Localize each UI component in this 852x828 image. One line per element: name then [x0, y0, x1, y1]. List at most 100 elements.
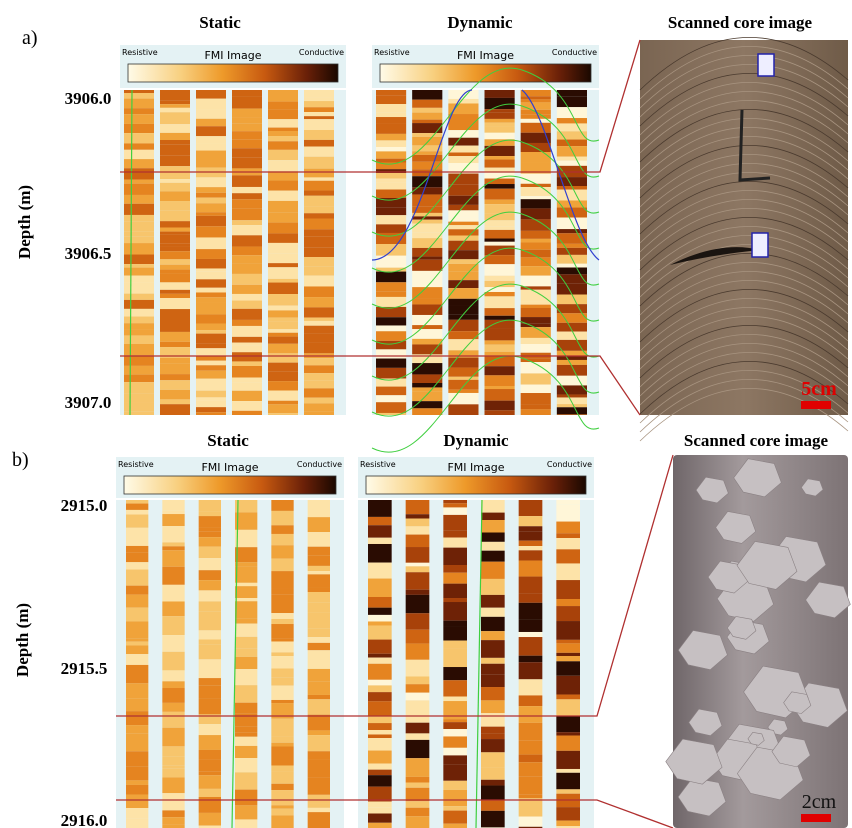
log-band — [308, 643, 330, 650]
log-band — [448, 299, 478, 305]
log-band — [368, 692, 392, 701]
log-band — [199, 580, 221, 590]
log-band — [308, 682, 330, 695]
log-band — [160, 342, 190, 347]
log-band — [376, 387, 406, 396]
log-band — [268, 363, 298, 372]
log-band — [556, 643, 580, 652]
log-band — [271, 668, 293, 677]
log-band — [124, 221, 154, 232]
log-band — [308, 500, 330, 517]
log-band — [124, 232, 154, 236]
log-band — [412, 339, 442, 345]
log-band — [485, 227, 515, 230]
log-band — [271, 589, 293, 595]
log-band — [304, 107, 334, 112]
log-band — [557, 118, 587, 123]
log-band — [304, 398, 334, 404]
log-band — [481, 664, 505, 675]
log-band — [485, 160, 515, 168]
log-band — [519, 603, 543, 620]
log-band — [481, 734, 505, 739]
log-band — [160, 363, 190, 374]
log-band — [268, 128, 298, 131]
log-band — [485, 276, 515, 281]
log-band — [196, 365, 226, 370]
log-band — [485, 345, 515, 352]
log-band — [124, 403, 154, 411]
log-band — [199, 558, 221, 570]
log-band — [519, 637, 543, 656]
log-band — [443, 598, 467, 602]
log-band — [412, 133, 442, 137]
log-band — [268, 413, 298, 415]
log-band — [485, 200, 515, 204]
log-band — [521, 239, 551, 243]
log-band — [196, 391, 226, 398]
log-band — [199, 601, 221, 611]
log-band — [412, 260, 442, 271]
log-band — [196, 330, 226, 334]
log-band — [485, 184, 515, 189]
log-band — [448, 320, 478, 331]
log-band — [199, 516, 221, 527]
colorbar-right: Conductive — [547, 460, 592, 469]
log-band — [448, 390, 478, 393]
log-band — [368, 734, 392, 738]
log-band — [162, 550, 184, 566]
log-band — [308, 532, 330, 547]
log-band — [443, 515, 467, 531]
log-band — [199, 685, 221, 698]
log-band — [235, 758, 257, 772]
log-band — [556, 522, 580, 534]
log-band — [481, 631, 505, 640]
log-band — [162, 777, 184, 793]
log-band — [521, 373, 551, 384]
log-band — [557, 229, 587, 233]
log-band — [235, 598, 257, 601]
log-band — [199, 775, 221, 789]
log-band — [485, 264, 515, 275]
log-band — [268, 306, 298, 311]
log-band — [232, 301, 262, 309]
log-band — [304, 191, 334, 196]
log-band — [268, 119, 298, 127]
log-band — [556, 773, 580, 790]
log-band — [196, 334, 226, 344]
log-band — [124, 344, 154, 355]
log-band — [124, 243, 154, 254]
log-band — [126, 780, 148, 785]
log-band — [521, 196, 551, 199]
log-band — [376, 173, 406, 178]
log-band — [162, 514, 184, 526]
log-band — [304, 373, 334, 381]
log-band — [485, 242, 515, 246]
log-band — [160, 210, 190, 221]
log-band — [232, 118, 262, 124]
log-band — [304, 247, 334, 257]
log-band — [368, 770, 392, 776]
log-band — [235, 583, 257, 586]
log-band — [376, 183, 406, 190]
log-band — [412, 387, 442, 391]
log-band — [304, 286, 334, 297]
log-band — [443, 503, 467, 507]
log-band — [519, 723, 543, 740]
log-band — [304, 130, 334, 140]
log-band — [162, 810, 184, 817]
log-band — [160, 399, 190, 404]
log-band — [126, 766, 148, 780]
log-band — [235, 547, 257, 562]
log-band — [304, 307, 334, 317]
log-band — [443, 811, 467, 824]
log-band — [448, 138, 478, 146]
log-band — [235, 618, 257, 624]
log-band — [308, 602, 330, 613]
log-band — [406, 613, 430, 629]
log-band — [376, 272, 406, 283]
log-band — [521, 199, 551, 208]
log-band — [485, 410, 515, 415]
log-band — [232, 90, 262, 97]
log-band — [126, 733, 148, 751]
log-band — [160, 191, 190, 201]
